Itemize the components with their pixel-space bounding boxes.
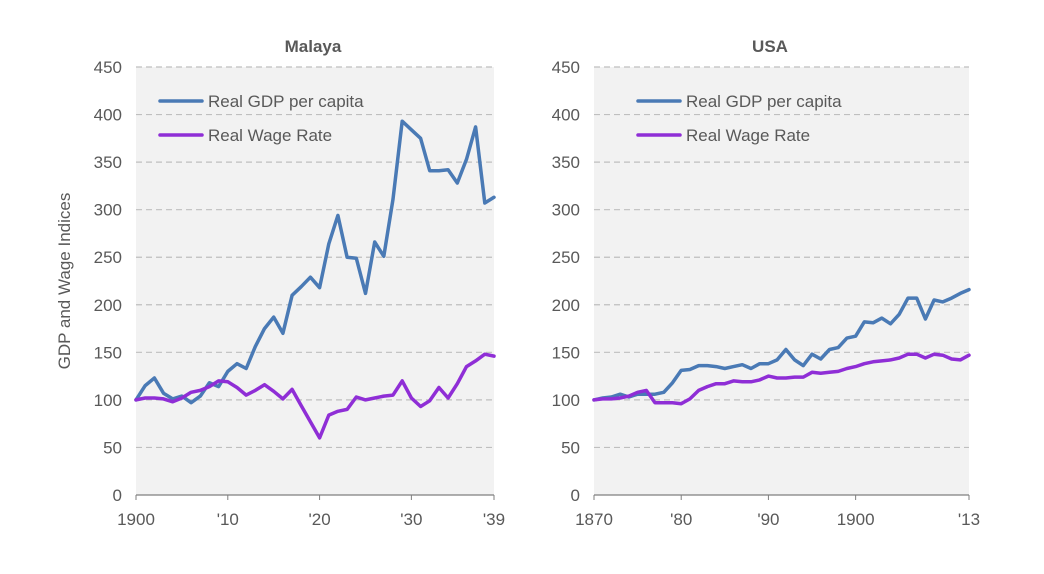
- malaya-x-tick-label: '39: [483, 510, 505, 529]
- malaya-y-tick-label: 200: [94, 296, 122, 315]
- malaya-x-tick-label: '10: [217, 510, 239, 529]
- malaya-y-tick-label: 250: [94, 248, 122, 267]
- usa-x-tick-label: 1900: [837, 510, 875, 529]
- malaya-x-tick-label: '30: [400, 510, 422, 529]
- usa-chart-title: USA: [752, 37, 788, 56]
- malaya-x-tick-label: 1900: [117, 510, 155, 529]
- usa-y-tick-label: 450: [552, 58, 580, 77]
- usa-x-tick-label: 1870: [575, 510, 613, 529]
- malaya-series-wage-line: [134, 352, 496, 440]
- chart-malaya: 0 50 100 150 200 250 300 350 400 450 1900 '10 '20 '30…: [94, 37, 505, 529]
- malaya-y-tick-label: 100: [94, 391, 122, 410]
- malaya-y-tick-label: 300: [94, 201, 122, 220]
- usa-y-tick-label: 400: [552, 106, 580, 125]
- usa-y-tick-label: 350: [552, 153, 580, 172]
- usa-x-tick-label: '13: [958, 510, 980, 529]
- malaya-y-tick-label: 50: [103, 438, 122, 457]
- malaya-chart-title: Malaya: [285, 37, 342, 56]
- usa-y-tick-label: 100: [552, 391, 580, 410]
- malaya-legend-label: Real GDP per capita: [208, 92, 364, 111]
- malaya-series-gdp-line: [134, 119, 496, 405]
- usa-y-tick-label: 0: [571, 486, 580, 505]
- y-axis-label: GDP and Wage Indices: [55, 193, 74, 370]
- usa-y-tick-label: 200: [552, 296, 580, 315]
- malaya-legend-label: Real Wage Rate: [208, 126, 332, 145]
- usa-legend-label: Real GDP per capita: [686, 92, 842, 111]
- usa-x-tick-label: '90: [757, 510, 779, 529]
- usa-series-wage-line: [592, 352, 971, 406]
- malaya-y-tick-label: 450: [94, 58, 122, 77]
- malaya-y-tick-label: 350: [94, 153, 122, 172]
- usa-x-tick-label: '80: [670, 510, 692, 529]
- usa-y-tick-label: 300: [552, 201, 580, 220]
- usa-legend-label: Real Wage Rate: [686, 126, 810, 145]
- malaya-x-tick-label: '20: [309, 510, 331, 529]
- usa-plot-area: [594, 67, 969, 495]
- chart-usa: 0 50 100 150 200 250 300 350 400 450 1870 '80 '90 190…: [552, 37, 980, 529]
- usa-y-tick-label: 50: [561, 438, 580, 457]
- usa-y-tick-label: 250: [552, 248, 580, 267]
- usa-y-tick-label: 150: [552, 343, 580, 362]
- malaya-y-tick-label: 400: [94, 106, 122, 125]
- usa-series-gdp-line: [592, 287, 971, 402]
- malaya-y-tick-label: 0: [113, 486, 122, 505]
- malaya-y-tick-label: 150: [94, 343, 122, 362]
